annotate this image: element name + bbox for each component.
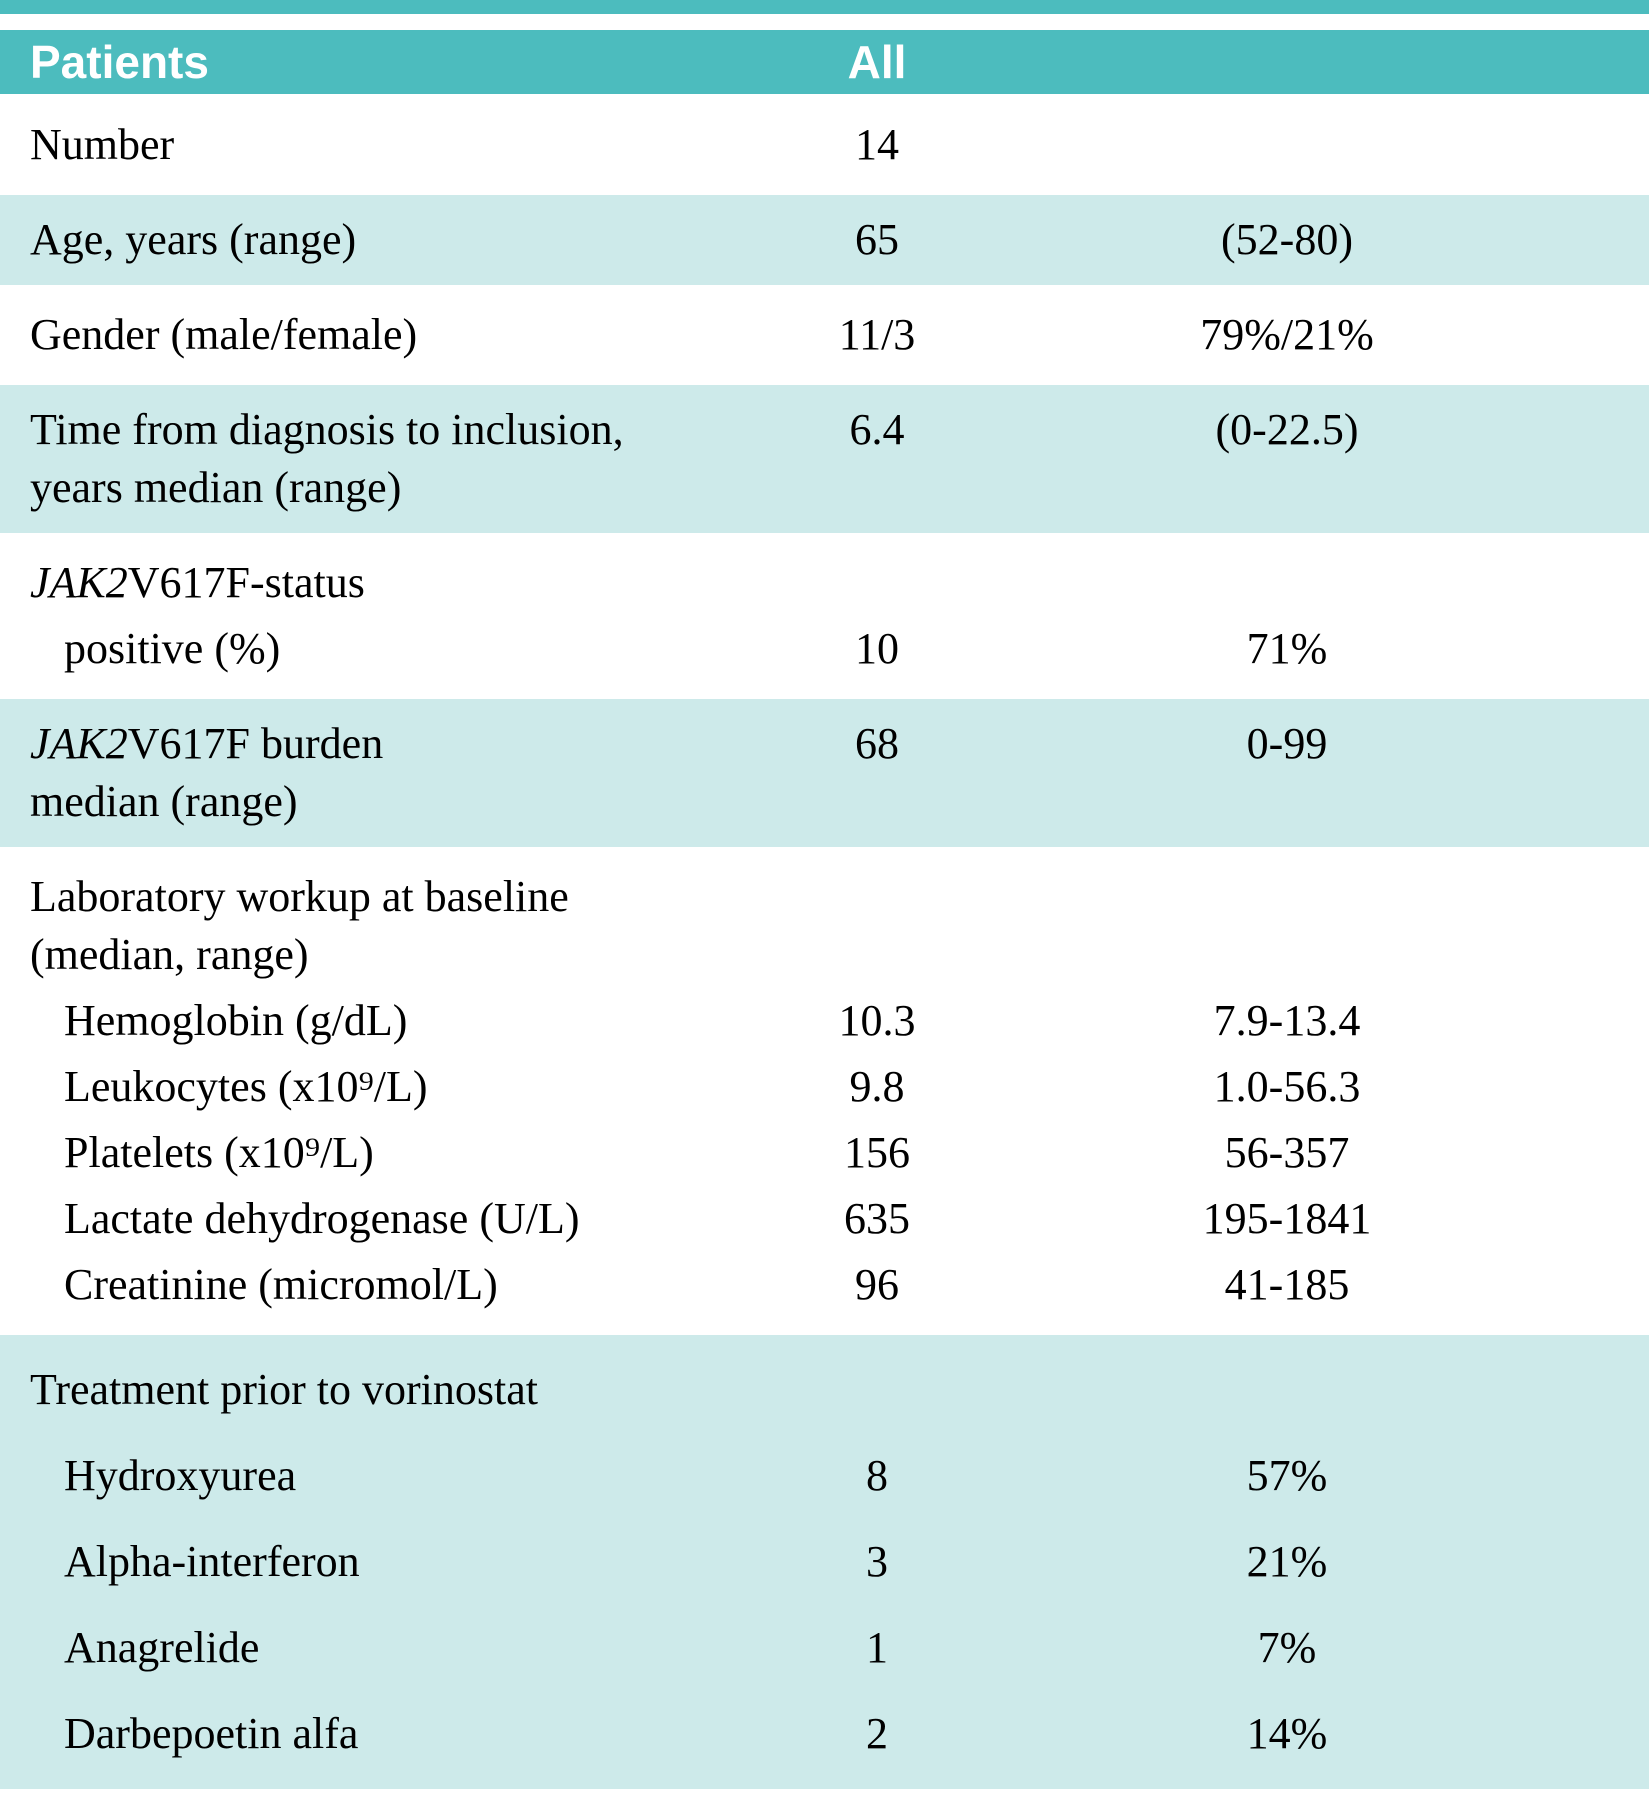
row-label: Time from diagnosis to inclusion, years … xyxy=(30,405,624,512)
row-range: 41-185 xyxy=(1224,1260,1350,1309)
row-label: Alpha-interferon xyxy=(64,1537,360,1586)
row-label: Platelets (x10⁹/L) xyxy=(64,1128,374,1177)
row-label: Lactate dehydrogenase (U/L) xyxy=(64,1194,580,1243)
row-label: Gender (male/female) xyxy=(30,310,418,359)
row-range: 71% xyxy=(1246,624,1328,673)
row-range: 195-1841 xyxy=(1202,1194,1372,1243)
block-gender: Gender (male/female) 11/3 79%/21% xyxy=(0,290,1649,385)
row-creatinine: Creatinine (micromol/L) 96 41-185 xyxy=(0,1252,1649,1318)
row-value: 1 xyxy=(866,1623,888,1672)
row-alpha-interferon: Alpha-interferon 3 21% xyxy=(0,1519,1649,1605)
row-label: Hemoglobin (g/dL) xyxy=(64,996,408,1045)
row-value: 635 xyxy=(844,1194,910,1243)
row-lab-section-header: Laboratory workup at baseline (median, r… xyxy=(0,864,1649,988)
row-value: 14 xyxy=(855,120,899,169)
row-age: Age, years (range) 65 (52-80) xyxy=(0,207,1649,273)
top-divider xyxy=(0,0,1649,14)
row-darbepoetin-alfa: Darbepoetin alfa 2 14% xyxy=(0,1691,1649,1777)
row-time-from-diagnosis: Time from diagnosis to inclusion, years … xyxy=(0,397,1649,521)
block-jak2-status: JAK2V617F-status positive (%) 10 71% xyxy=(0,538,1649,699)
row-label: Darbepoetin alfa xyxy=(64,1709,359,1758)
row-range: 79%/21% xyxy=(1200,310,1374,359)
row-lactate-dehydrogenase: Lactate dehydrogenase (U/L) 635 195-1841 xyxy=(0,1186,1649,1252)
row-value: 9.8 xyxy=(849,1062,905,1111)
row-value: 10 xyxy=(855,624,899,673)
row-label: JAK2V617F-status xyxy=(30,554,727,612)
row-label: Creatinine (micromol/L) xyxy=(64,1260,498,1309)
row-label: positive (%) xyxy=(64,624,281,673)
row-value: 96 xyxy=(855,1260,899,1309)
row-hydroxyurea: Hydroxyurea 8 57% xyxy=(0,1433,1649,1519)
row-label: Hydroxyurea xyxy=(64,1451,297,1500)
row-range: 1.0-56.3 xyxy=(1213,1062,1361,1111)
row-value: 68 xyxy=(855,719,899,768)
label-text: V617F burden median (range) xyxy=(30,719,384,826)
row-hemoglobin: Hemoglobin (g/dL) 10.3 7.9-13.4 xyxy=(0,988,1649,1054)
row-range: (52-80) xyxy=(1221,215,1353,264)
row-range: 57% xyxy=(1246,1451,1328,1500)
table-header: Patients All xyxy=(0,30,1649,94)
row-jak2-positive: positive (%) 10 71% xyxy=(0,616,1649,682)
row-value: 3 xyxy=(866,1537,888,1586)
row-range: 56-357 xyxy=(1224,1128,1350,1177)
row-label: Age, years (range) xyxy=(30,215,357,264)
row-range: 14% xyxy=(1246,1709,1328,1758)
row-platelets: Platelets (x10⁹/L) 156 56-357 xyxy=(0,1120,1649,1186)
row-value: 6.4 xyxy=(849,405,905,454)
row-anagrelide: Anagrelide 1 7% xyxy=(0,1605,1649,1691)
row-label: Laboratory workup at baseline (median, r… xyxy=(30,872,569,979)
row-value: 8 xyxy=(866,1451,888,1500)
row-leukocytes: Leukocytes (x10⁹/L) 9.8 1.0-56.3 xyxy=(0,1054,1649,1120)
label-text: V617F-status xyxy=(127,558,365,607)
row-value: 10.3 xyxy=(838,996,916,1045)
block-time-from-diagnosis: Time from diagnosis to inclusion, years … xyxy=(0,385,1649,538)
row-number: Number 14 xyxy=(0,112,1649,178)
row-gender: Gender (male/female) 11/3 79%/21% xyxy=(0,302,1649,368)
block-jak2-burden: JAK2V617F burden median (range) 68 0-99 xyxy=(0,699,1649,852)
row-range: 7% xyxy=(1257,1623,1317,1672)
row-label: Anagrelide xyxy=(64,1623,260,1672)
row-label: Leukocytes (x10⁹/L) xyxy=(64,1062,428,1111)
block-number: Number 14 xyxy=(0,100,1649,195)
row-jak2-status-header: JAK2V617F-status xyxy=(0,550,1649,616)
row-value: 11/3 xyxy=(838,310,916,359)
header-patients: Patients xyxy=(30,36,209,88)
block-laboratory-workup: Laboratory workup at baseline (median, r… xyxy=(0,852,1649,1335)
row-label: Treatment prior to vorinostat xyxy=(30,1365,538,1414)
gene-symbol-italic: JAK2 xyxy=(30,558,128,607)
row-range: 0-99 xyxy=(1246,719,1328,768)
row-label: JAK2V617F burden median (range) xyxy=(30,715,727,831)
row-value: 65 xyxy=(855,215,899,264)
row-range: 21% xyxy=(1246,1537,1328,1586)
gene-symbol-italic: JAK2 xyxy=(30,719,128,768)
row-treatment-section-header: Treatment prior to vorinostat xyxy=(0,1347,1649,1433)
row-range: 7.9-13.4 xyxy=(1213,996,1361,1045)
row-range: (0-22.5) xyxy=(1215,405,1359,454)
block-prior-treatment: Treatment prior to vorinostat Hydroxyure… xyxy=(0,1335,1649,1794)
row-value: 156 xyxy=(844,1128,910,1177)
row-value: 2 xyxy=(866,1709,888,1758)
row-jak2-burden: JAK2V617F burden median (range) 68 0-99 xyxy=(0,711,1649,835)
block-age: Age, years (range) 65 (52-80) xyxy=(0,195,1649,290)
row-label: Number xyxy=(30,120,175,169)
header-all: All xyxy=(847,36,907,88)
